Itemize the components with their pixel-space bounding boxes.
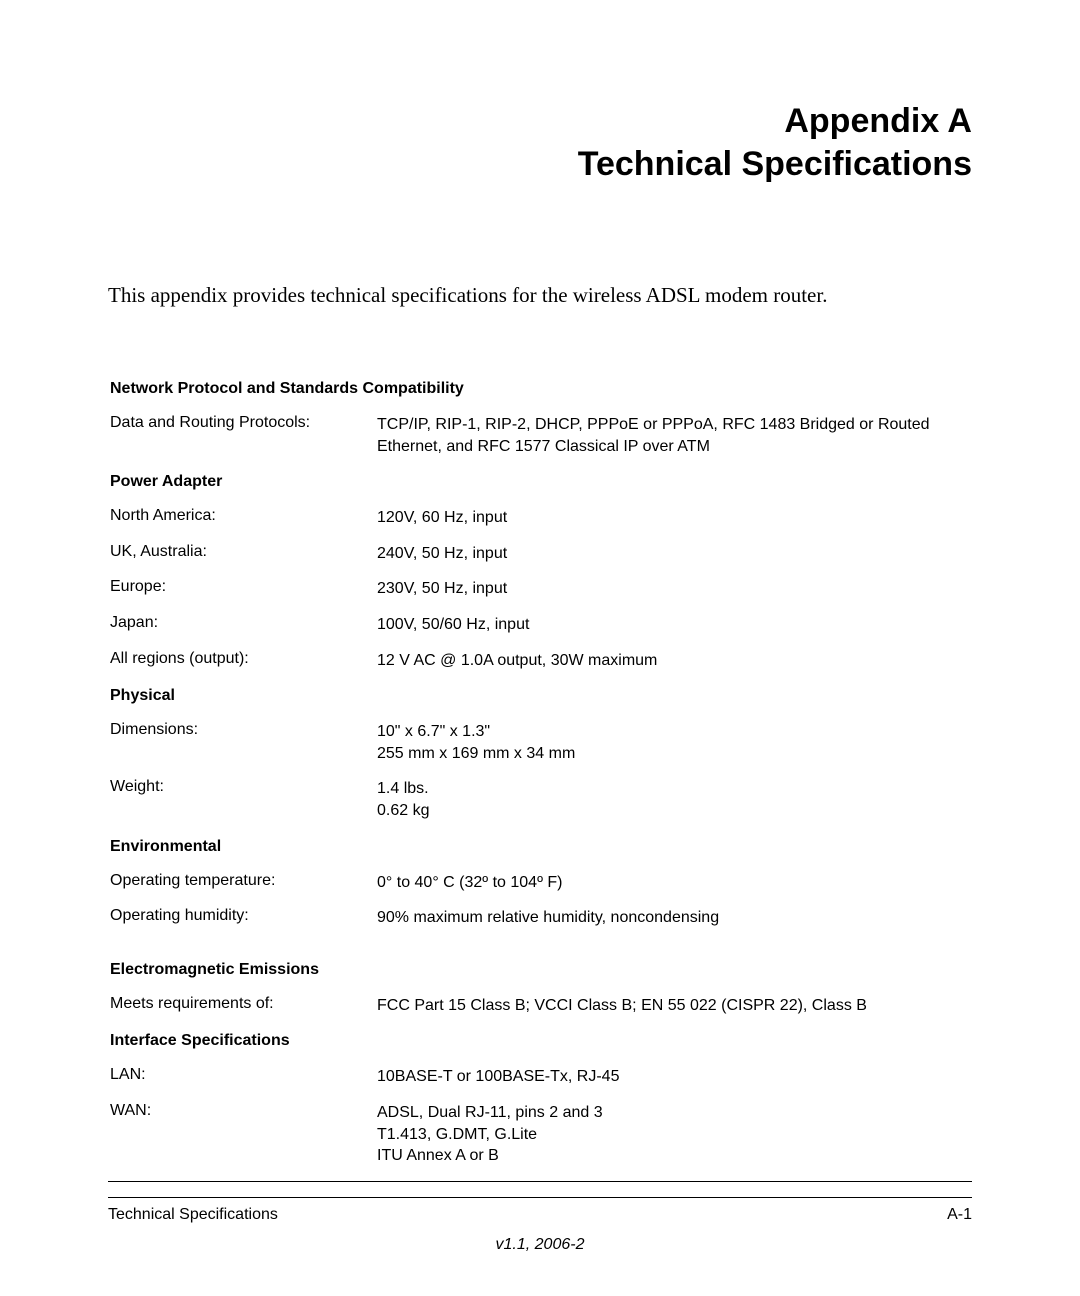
section-header-text: Interface Specifications <box>110 1024 970 1058</box>
spec-value: FCC Part 15 Class B; VCCI Class B; EN 55… <box>377 989 970 1023</box>
spec-row: Dimensions:10" x 6.7" x 1.3" 255 mm x 16… <box>110 715 970 770</box>
intro-paragraph: This appendix provides technical specifi… <box>108 283 972 308</box>
footer-version: v1.1, 2006-2 <box>108 1236 972 1254</box>
spec-value: 10BASE-T or 100BASE-Tx, RJ-45 <box>377 1060 970 1094</box>
section-header: Network Protocol and Standards Compatibi… <box>110 372 970 406</box>
specifications-table: Network Protocol and Standards Compatibi… <box>108 370 972 1175</box>
section-header-text: Physical <box>110 679 970 713</box>
spec-row: Meets requirements of:FCC Part 15 Class … <box>110 989 970 1023</box>
spec-row: Operating humidity:90% maximum relative … <box>110 901 970 935</box>
section-header: Interface Specifications <box>110 1024 970 1058</box>
spec-value: 0° to 40° C (32º to 104º F) <box>377 866 970 900</box>
footer-rule <box>108 1197 972 1198</box>
spec-value: 12 V AC @ 1.0A output, 30W maximum <box>377 644 970 678</box>
spec-row: Operating temperature:0° to 40° C (32º t… <box>110 866 970 900</box>
section-header: Electromagnetic Emissions <box>110 953 970 987</box>
spec-value: TCP/IP, RIP-1, RIP-2, DHCP, PPPoE or PPP… <box>377 408 970 463</box>
spec-label: Data and Routing Protocols: <box>110 408 375 463</box>
footer-left-text: Technical Specifications <box>108 1206 278 1224</box>
spec-value: 230V, 50 Hz, input <box>377 572 970 606</box>
footer-page-number: A-1 <box>947 1206 972 1224</box>
spec-row: Weight:1.4 lbs. 0.62 kg <box>110 772 970 827</box>
spec-row: North America:120V, 60 Hz, input <box>110 501 970 535</box>
footer-line: Technical Specifications A-1 <box>108 1206 972 1224</box>
spec-label: Europe: <box>110 572 375 606</box>
section-gap <box>110 937 970 951</box>
spec-value: 120V, 60 Hz, input <box>377 501 970 535</box>
spec-value: 10" x 6.7" x 1.3" 255 mm x 169 mm x 34 m… <box>377 715 970 770</box>
spec-label: Weight: <box>110 772 375 827</box>
page-footer: Technical Specifications A-1 v1.1, 2006-… <box>108 1197 972 1254</box>
section-header-text: Network Protocol and Standards Compatibi… <box>110 372 970 406</box>
section-header: Power Adapter <box>110 465 970 499</box>
spec-label: WAN: <box>110 1096 375 1173</box>
page-title-block: Appendix A Technical Specifications <box>108 100 972 185</box>
spec-value: 100V, 50/60 Hz, input <box>377 608 970 642</box>
spec-row: LAN:10BASE-T or 100BASE-Tx, RJ-45 <box>110 1060 970 1094</box>
section-header-text: Power Adapter <box>110 465 970 499</box>
spec-label: Dimensions: <box>110 715 375 770</box>
section-header-text: Environmental <box>110 830 970 864</box>
spec-label: Japan: <box>110 608 375 642</box>
spec-row: Europe:230V, 50 Hz, input <box>110 572 970 606</box>
spec-value: 240V, 50 Hz, input <box>377 537 970 571</box>
section-header-text: Electromagnetic Emissions <box>110 953 970 987</box>
spec-row: WAN:ADSL, Dual RJ-11, pins 2 and 3 T1.41… <box>110 1096 970 1173</box>
spec-value: 1.4 lbs. 0.62 kg <box>377 772 970 827</box>
title-line-1: Appendix A <box>108 100 972 143</box>
spec-label: UK, Australia: <box>110 537 375 571</box>
spec-label: Operating humidity: <box>110 901 375 935</box>
section-header: Physical <box>110 679 970 713</box>
spec-label: LAN: <box>110 1060 375 1094</box>
section-header: Environmental <box>110 830 970 864</box>
spec-row: All regions (output):12 V AC @ 1.0A outp… <box>110 644 970 678</box>
spec-label: Meets requirements of: <box>110 989 375 1023</box>
spec-label: All regions (output): <box>110 644 375 678</box>
spec-row: Japan:100V, 50/60 Hz, input <box>110 608 970 642</box>
spec-row: Data and Routing Protocols:TCP/IP, RIP-1… <box>110 408 970 463</box>
table-bottom-rule <box>108 1181 972 1182</box>
title-line-2: Technical Specifications <box>108 143 972 186</box>
spec-row: UK, Australia:240V, 50 Hz, input <box>110 537 970 571</box>
spec-value: 90% maximum relative humidity, nonconden… <box>377 901 970 935</box>
spec-value: ADSL, Dual RJ-11, pins 2 and 3 T1.413, G… <box>377 1096 970 1173</box>
spec-label: North America: <box>110 501 375 535</box>
spec-label: Operating temperature: <box>110 866 375 900</box>
